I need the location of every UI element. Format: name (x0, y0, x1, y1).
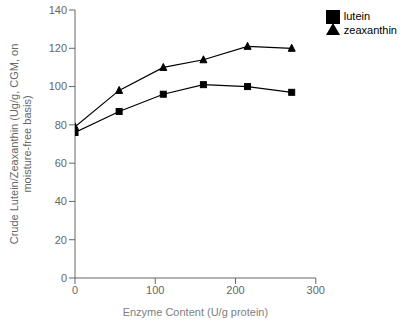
svg-text:300: 300 (307, 284, 325, 296)
html-text:zeaxanthin: zeaxanthin (343, 24, 397, 37)
svg-text:Enzyme Content (U/g protein): Enzyme Content (U/g protein) (123, 306, 269, 318)
html-text:lutein: lutein (343, 10, 371, 22)
svg-text:Crude Lutein/Zeaxanthin (Ug/g,: Crude Lutein/Zeaxanthin (Ug/g, CGM, onmo… (8, 44, 33, 245)
svg-text:200: 200 (226, 284, 244, 296)
svg-text:100: 100 (49, 80, 67, 92)
svg-text:0: 0 (61, 272, 67, 284)
svg-text:40: 40 (55, 195, 67, 207)
svg-text:0: 0 (72, 284, 78, 296)
svg-text:80: 80 (55, 119, 67, 131)
svg-text:60: 60 (55, 157, 67, 169)
svg-text:140: 140 (49, 4, 67, 16)
svg-text:120: 120 (49, 42, 67, 54)
svg-text:20: 20 (55, 234, 67, 246)
svg-text:100: 100 (146, 284, 164, 296)
